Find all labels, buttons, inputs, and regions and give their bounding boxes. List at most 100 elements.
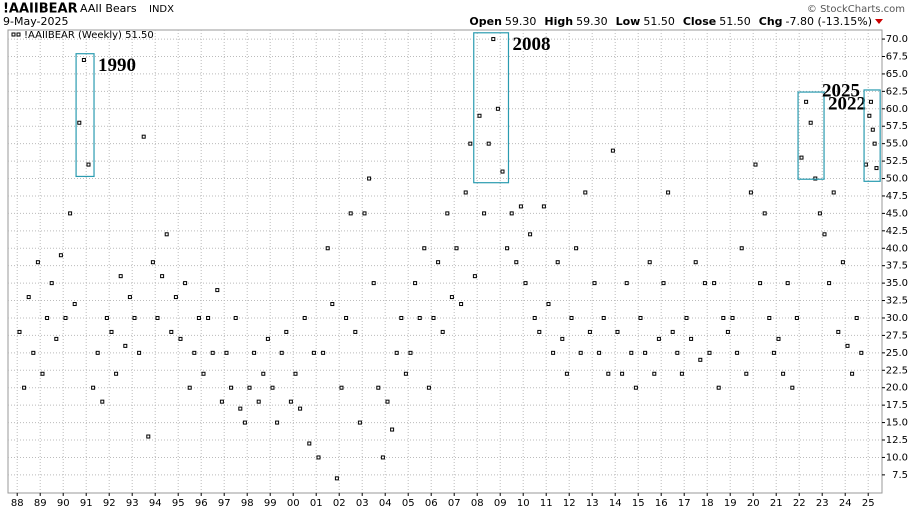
point	[859, 350, 864, 355]
point	[344, 315, 349, 320]
x-tick-label: 98	[241, 498, 254, 509]
point	[652, 371, 657, 376]
point	[215, 288, 220, 293]
x-tick-label: 25	[862, 498, 875, 509]
point	[468, 141, 473, 146]
point	[661, 281, 666, 286]
point	[367, 176, 372, 181]
y-tick-label: 35.0	[886, 278, 908, 289]
symbol: !AAIIBEAR	[3, 2, 78, 17]
legend-marker	[16, 32, 21, 37]
x-tick-label: 91	[80, 498, 93, 509]
point	[781, 371, 786, 376]
y-tick-label: 32.5	[886, 296, 908, 307]
point	[739, 246, 744, 251]
point	[564, 371, 569, 376]
point	[385, 399, 390, 404]
point	[555, 260, 560, 265]
point	[183, 281, 188, 286]
point	[233, 315, 238, 320]
x-tick-label: 07	[448, 498, 461, 509]
point	[399, 315, 404, 320]
point	[767, 315, 772, 320]
point	[790, 385, 795, 390]
point	[449, 295, 454, 300]
point	[758, 281, 763, 286]
point	[403, 371, 408, 376]
point	[307, 441, 312, 446]
point	[426, 385, 431, 390]
x-tick-label: 92	[103, 498, 116, 509]
point	[707, 350, 712, 355]
point	[265, 336, 270, 341]
point	[270, 385, 275, 390]
point	[454, 246, 459, 251]
point	[785, 281, 790, 286]
quote-value: 51.50	[719, 15, 751, 28]
point	[160, 274, 165, 279]
y-tick-label: 22.5	[886, 365, 908, 376]
point	[822, 232, 827, 237]
index-name: AAII Bears	[80, 2, 137, 15]
legend-label: !AAIIBEAR (Weekly) 51.50	[24, 30, 154, 41]
point	[597, 350, 602, 355]
point	[624, 281, 629, 286]
point	[380, 455, 385, 460]
x-tick-label: 04	[379, 498, 392, 509]
point	[22, 385, 27, 390]
exchange: INDX	[149, 4, 174, 15]
point	[872, 141, 877, 146]
y-tick-label: 12.5	[886, 435, 908, 446]
point	[863, 162, 868, 167]
annotation-box	[863, 89, 881, 182]
point	[178, 336, 183, 341]
x-tick-label: 90	[57, 498, 70, 509]
y-tick-label: 57.5	[886, 121, 908, 132]
x-tick-label: 18	[701, 498, 714, 509]
y-tick-label: 45.0	[886, 208, 908, 219]
point	[45, 315, 50, 320]
point	[58, 253, 63, 258]
point	[229, 385, 234, 390]
x-tick-label: 13	[586, 498, 599, 509]
point	[330, 302, 335, 307]
point	[408, 350, 413, 355]
x-tick-label: 88	[11, 498, 24, 509]
y-tick-label: 62.5	[886, 86, 908, 97]
point	[560, 336, 565, 341]
x-tick-label: 95	[172, 498, 185, 509]
point	[845, 343, 850, 348]
point	[867, 113, 872, 118]
point	[376, 385, 381, 390]
point	[537, 329, 542, 334]
point	[68, 211, 73, 216]
point	[870, 127, 875, 132]
point	[321, 350, 326, 355]
point	[850, 371, 855, 376]
plot-frame	[7, 29, 883, 494]
y-tick-label: 50.0	[886, 174, 908, 185]
point	[569, 315, 574, 320]
y-tick-label: 65.0	[886, 69, 908, 80]
point	[413, 281, 418, 286]
point	[252, 350, 257, 355]
point	[762, 211, 767, 216]
point	[716, 385, 721, 390]
point	[620, 371, 625, 376]
point	[546, 302, 551, 307]
point	[587, 329, 592, 334]
point	[445, 211, 450, 216]
point	[353, 329, 358, 334]
x-tick-label: 06	[425, 498, 438, 509]
point	[362, 211, 367, 216]
x-tick-label: 93	[126, 498, 139, 509]
point	[689, 336, 694, 341]
quote-label: High	[544, 15, 573, 28]
annotation-label: 2022	[828, 93, 866, 114]
point	[748, 190, 753, 195]
point	[293, 371, 298, 376]
point	[486, 141, 491, 146]
point	[500, 169, 505, 174]
point	[187, 385, 192, 390]
